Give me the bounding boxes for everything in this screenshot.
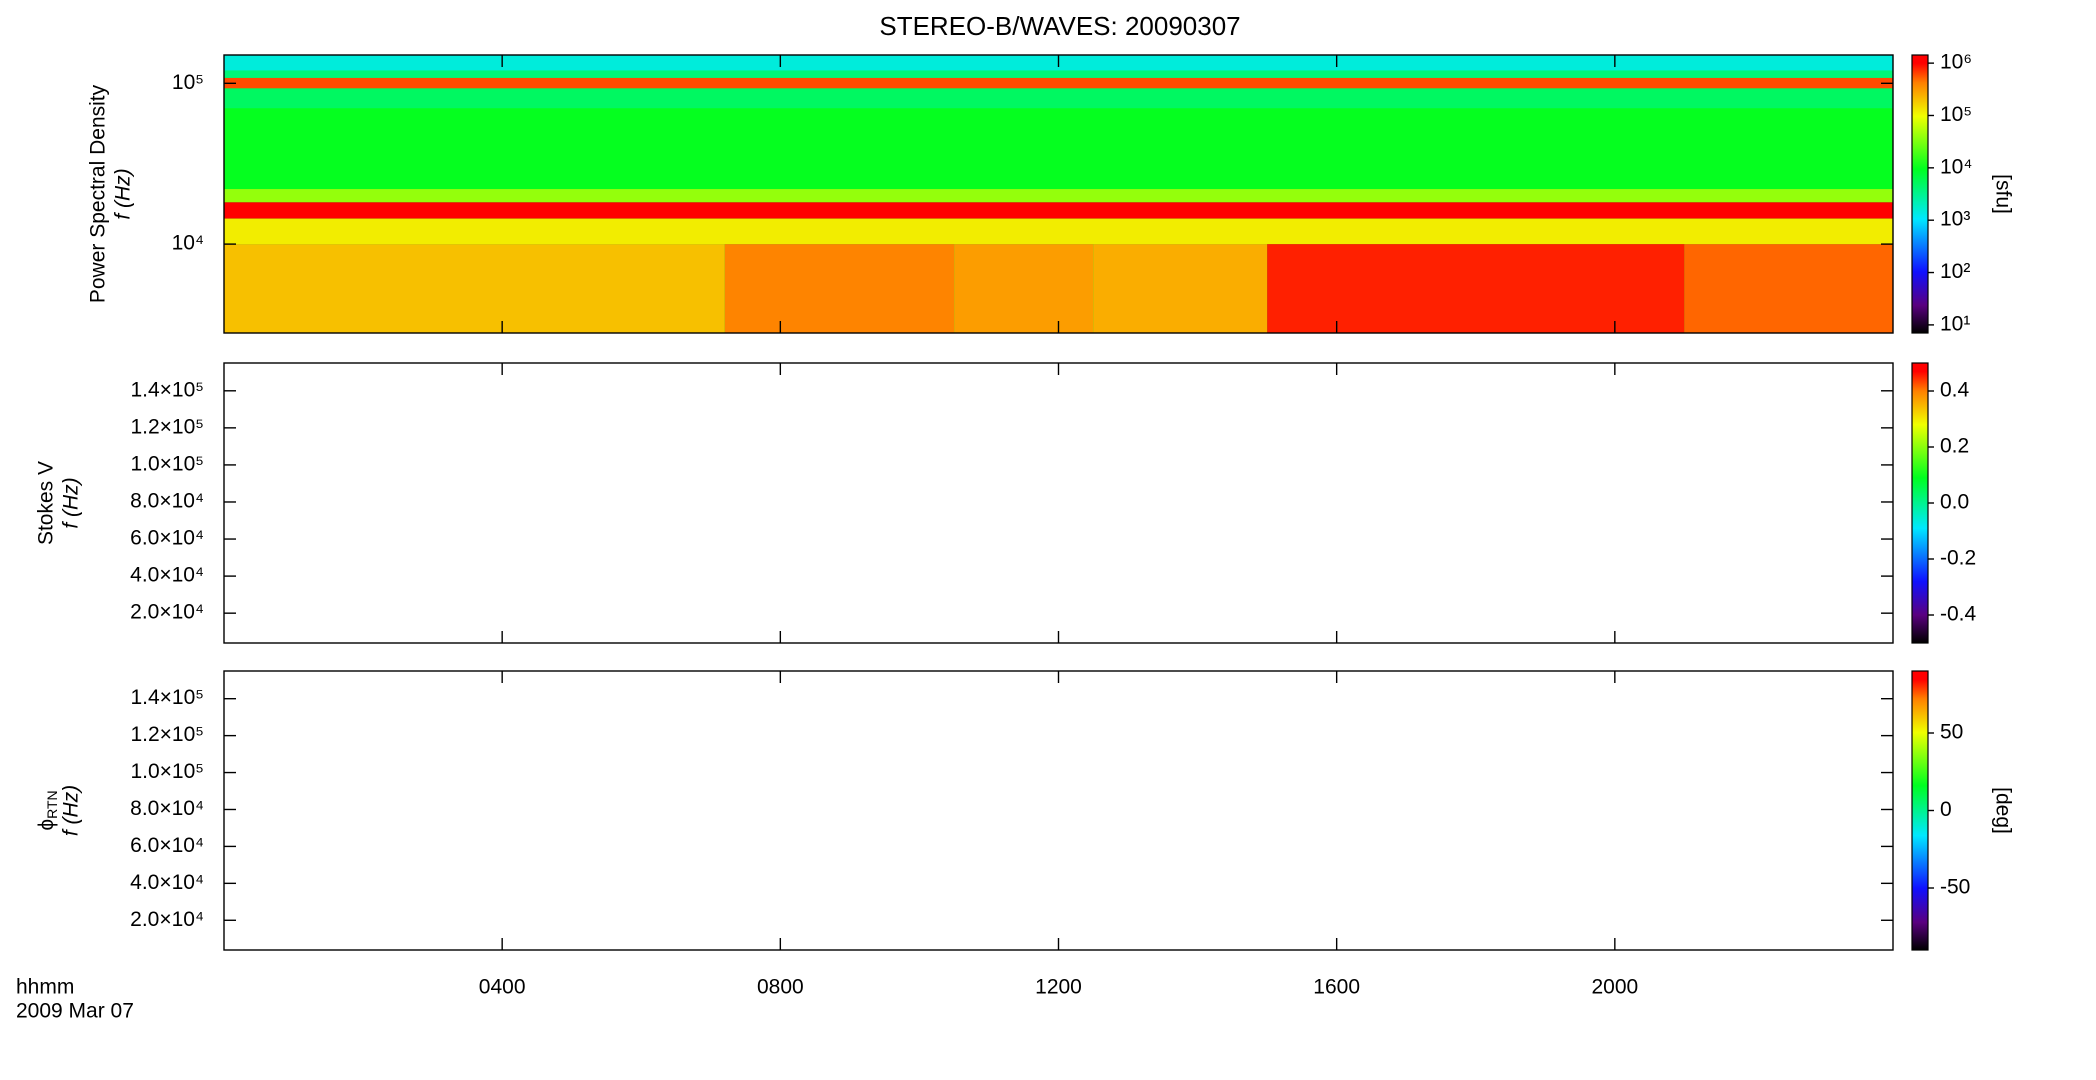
y-tick-label: 1.4×10⁵ bbox=[130, 378, 204, 401]
heatmap-cell bbox=[954, 244, 1094, 333]
colorbar-tick-label: 0 bbox=[1940, 798, 1952, 821]
y-axis-label: Power Spectral Density bbox=[87, 84, 110, 303]
heatmap-cell bbox=[724, 244, 955, 333]
y-axis-unit-label: f (Hz) bbox=[60, 477, 83, 528]
colorbar-label: [deg] bbox=[1991, 787, 2014, 834]
y-tick-label: 1.4×10⁵ bbox=[130, 686, 204, 709]
y-tick-label: 1.0×10⁵ bbox=[130, 760, 204, 783]
colorbar-tick-label: 0.0 bbox=[1940, 491, 1969, 514]
x-axis-label: 2009 Mar 07 bbox=[16, 1000, 134, 1023]
colorbar-tick-label: 10¹ bbox=[1940, 312, 1970, 335]
heatmap-cell bbox=[224, 218, 1893, 245]
chart-title: STEREO-B/WAVES: 20090307 bbox=[879, 11, 1240, 41]
y-tick-label: 10⁵ bbox=[172, 71, 204, 94]
y-tick-label: 2.0×10⁴ bbox=[130, 601, 204, 624]
plot-frame bbox=[223, 362, 1894, 644]
y-tick-label: 8.0×10⁴ bbox=[130, 797, 204, 820]
colorbar-tick-label: 0.2 bbox=[1940, 435, 1969, 458]
x-tick-label: 1200 bbox=[1035, 976, 1082, 999]
plot-frame bbox=[223, 670, 1894, 951]
heatmap-cell bbox=[1684, 244, 1893, 333]
colorbar-tick-label: -0.2 bbox=[1940, 547, 1976, 570]
y-axis-unit-label: f (Hz) bbox=[112, 168, 135, 219]
x-tick-label: 0400 bbox=[479, 976, 526, 999]
heatmap-cell bbox=[1093, 244, 1268, 333]
x-tick-label: 0800 bbox=[757, 976, 804, 999]
colorbar-tick-label: 0.4 bbox=[1940, 379, 1970, 402]
heatmap-cell bbox=[224, 77, 1893, 89]
colorbar-tick-label: -0.4 bbox=[1940, 603, 1977, 626]
colorbar bbox=[1911, 670, 1929, 951]
y-tick-label: 8.0×10⁴ bbox=[130, 490, 204, 513]
y-axis-label: ϕRTN bbox=[35, 790, 60, 830]
y-tick-label: 2.0×10⁴ bbox=[130, 908, 204, 931]
y-axis-unit-label: f (Hz) bbox=[60, 785, 83, 836]
heatmap-cell bbox=[224, 88, 1893, 109]
y-tick-label: 10⁴ bbox=[172, 232, 204, 255]
colorbar-label: [sfu] bbox=[1991, 174, 2014, 214]
x-tick-label: 2000 bbox=[1591, 976, 1638, 999]
y-tick-label: 6.0×10⁴ bbox=[130, 527, 204, 550]
y-tick-label: 4.0×10⁴ bbox=[130, 871, 204, 894]
colorbar-tick-label: 10³ bbox=[1940, 208, 1970, 231]
x-tick-label: 1600 bbox=[1313, 976, 1360, 999]
heatmap-cell bbox=[224, 244, 725, 333]
y-label-symbol: ϕ bbox=[35, 819, 58, 831]
y-tick-label: 1.2×10⁵ bbox=[130, 415, 204, 438]
heatmap-cell bbox=[224, 70, 1893, 78]
heatmap-cell bbox=[224, 189, 1893, 203]
colorbar bbox=[1911, 362, 1929, 644]
heatmap-cell bbox=[224, 202, 1893, 219]
y-axis-label: Stokes V bbox=[35, 461, 58, 545]
colorbar-tick-label: -50 bbox=[1940, 876, 1970, 899]
x-axis-label: hhmm bbox=[16, 976, 74, 999]
colorbar-tick-label: 10⁴ bbox=[1940, 155, 1972, 178]
y-tick-label: 1.2×10⁵ bbox=[130, 723, 204, 746]
colorbar-tick-label: 10² bbox=[1940, 260, 1970, 283]
y-tick-label: 1.0×10⁵ bbox=[130, 452, 204, 475]
y-tick-label: 4.0×10⁴ bbox=[130, 564, 204, 587]
y-tick-label: 6.0×10⁴ bbox=[130, 834, 204, 857]
colorbar-tick-label: 10⁶ bbox=[1940, 51, 1972, 74]
heatmap-cell bbox=[1267, 244, 1685, 333]
y-label-subscript: RTN bbox=[44, 790, 60, 819]
colorbar-tick-label: 50 bbox=[1940, 721, 1963, 744]
colorbar bbox=[1911, 54, 1929, 334]
colorbar-tick-label: 10⁵ bbox=[1940, 103, 1972, 126]
